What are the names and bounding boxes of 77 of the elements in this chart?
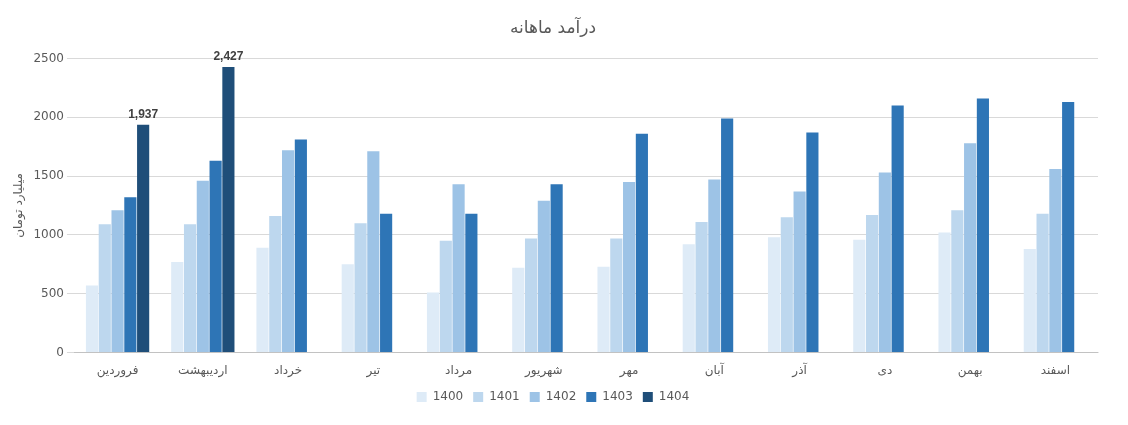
data-label: 2,427 xyxy=(213,49,244,64)
bar xyxy=(183,224,197,353)
bar xyxy=(891,105,904,353)
bar xyxy=(976,98,989,353)
bar xyxy=(171,261,184,353)
bar xyxy=(938,232,951,353)
y-tick-label: 0 xyxy=(56,344,64,359)
x-tick-label: دی xyxy=(877,362,893,377)
x-tick-label: بهمن xyxy=(957,362,983,378)
x-tick-label: مرداد xyxy=(445,362,473,378)
bar xyxy=(98,224,111,353)
x-tick-label: فروردین xyxy=(96,362,139,378)
x-tick-label: اردیبهشت xyxy=(178,362,228,378)
y-tick-label: 2000 xyxy=(33,109,64,124)
bar xyxy=(1023,249,1036,353)
x-tick-label: شهریور xyxy=(524,362,563,378)
legend-label: 1402 xyxy=(545,389,577,404)
y-tick-label: 1000 xyxy=(33,227,64,242)
bar xyxy=(695,221,708,353)
bar xyxy=(780,217,793,353)
bar xyxy=(341,264,354,353)
bar xyxy=(256,247,269,353)
y-axis-title: میلیارد تومان xyxy=(11,173,27,238)
y-tick-label: 2500 xyxy=(33,50,64,65)
bar xyxy=(597,266,610,353)
bar xyxy=(269,216,282,353)
bar xyxy=(951,210,964,353)
bar xyxy=(682,244,695,353)
bar xyxy=(1062,101,1075,353)
bar xyxy=(111,210,124,353)
bar xyxy=(137,124,150,353)
bar xyxy=(85,285,99,353)
data-label: 1,937 xyxy=(128,106,159,121)
bar xyxy=(878,172,891,353)
bar xyxy=(512,267,525,353)
bar xyxy=(793,191,806,353)
x-tick-label: تیر xyxy=(365,362,381,378)
y-tick-label: 1500 xyxy=(33,168,64,183)
bar xyxy=(806,132,819,353)
bar xyxy=(426,292,440,353)
bar xyxy=(222,66,235,353)
bar xyxy=(452,184,465,353)
bar xyxy=(380,213,393,353)
legend-label: 1400 xyxy=(432,389,464,404)
bar xyxy=(124,197,137,353)
bar xyxy=(623,181,636,353)
bar xyxy=(524,238,538,353)
bar xyxy=(853,239,866,353)
bar xyxy=(439,240,452,353)
x-tick-label: آبان xyxy=(704,361,725,377)
x-tick-label: آذر xyxy=(791,361,808,378)
bar xyxy=(196,180,209,353)
bar xyxy=(550,184,563,353)
legend-label: 1403 xyxy=(602,389,633,404)
bar xyxy=(209,160,222,353)
bar xyxy=(721,118,734,353)
x-tick-label: خرداد xyxy=(274,362,303,378)
bar xyxy=(635,133,648,353)
legend-label: 1404 xyxy=(658,389,690,404)
bar xyxy=(367,151,380,353)
bar xyxy=(465,213,478,353)
x-tick-label: اسفند xyxy=(1040,362,1071,377)
legend-label: 1401 xyxy=(489,389,520,404)
bar xyxy=(354,223,367,353)
bar xyxy=(708,179,721,353)
bar xyxy=(282,150,295,353)
bar xyxy=(767,237,781,353)
bar xyxy=(964,143,977,353)
bar xyxy=(294,139,307,353)
x-tick-label: مهر xyxy=(618,362,639,378)
y-tick-label: 500 xyxy=(41,285,64,300)
bar xyxy=(866,214,879,353)
bar xyxy=(610,238,623,353)
chart-title: درآمد ماهانه xyxy=(509,15,597,37)
bar xyxy=(1036,213,1049,353)
bar xyxy=(537,200,550,353)
bar xyxy=(1049,169,1062,353)
